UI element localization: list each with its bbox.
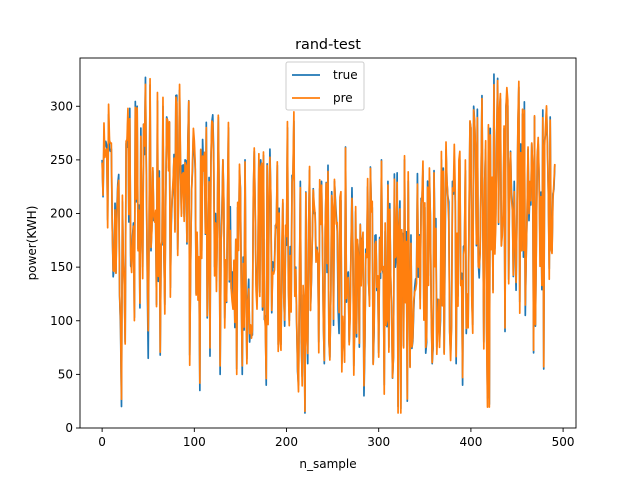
- legend: true pre: [285, 61, 365, 111]
- y-axis-label: power(KWH): [25, 206, 39, 281]
- y-tick-label: 50: [58, 367, 73, 381]
- y-tick-label: 0: [65, 421, 73, 435]
- x-tick-label: 300: [367, 435, 390, 449]
- legend-label-true: true: [333, 68, 358, 82]
- y-tick-label: 150: [50, 260, 73, 274]
- x-axis: 0 100 200 300 400 500: [98, 428, 575, 449]
- y-tick-label: 100: [50, 314, 73, 328]
- series-pre: [101, 77, 556, 414]
- y-axis: 0 50 100 150 200 250 300: [50, 99, 80, 435]
- x-axis-label: n_sample: [299, 457, 356, 471]
- chart-title: rand-test: [295, 37, 361, 53]
- x-tick-label: 0: [98, 435, 106, 449]
- plot-frame: [79, 57, 577, 429]
- x-tick-label: 200: [275, 435, 298, 449]
- x-tick-label: 100: [183, 435, 206, 449]
- series-line-pre: [101, 77, 556, 414]
- y-tick-label: 300: [50, 99, 73, 113]
- x-tick-label: 400: [459, 435, 482, 449]
- y-tick-label: 250: [50, 153, 73, 167]
- y-tick-label: 200: [50, 207, 73, 221]
- legend-label-pre: pre: [333, 91, 353, 105]
- x-tick-label: 500: [552, 435, 575, 449]
